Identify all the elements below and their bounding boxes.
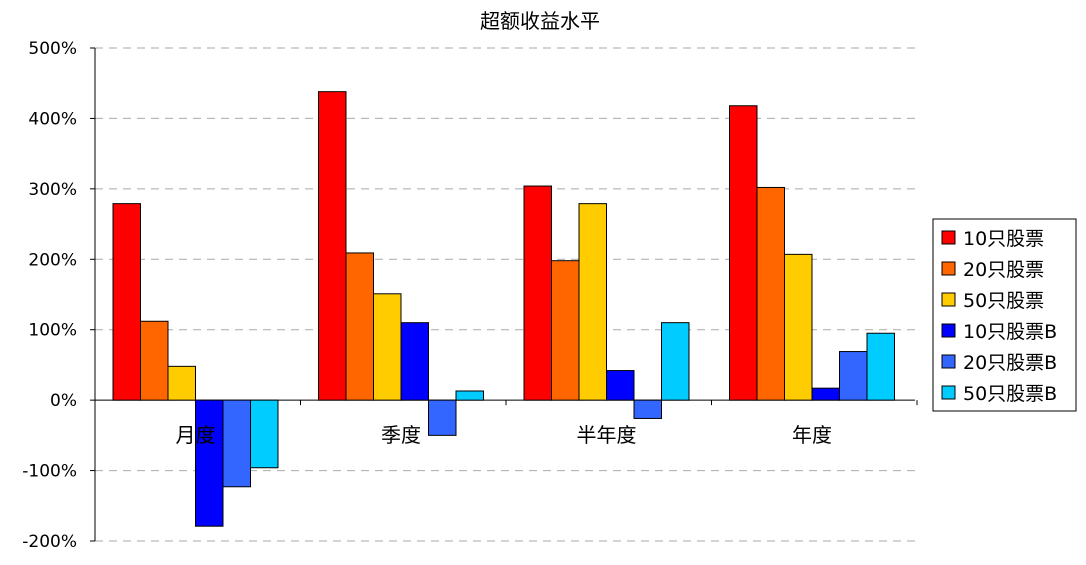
bar <box>112 203 141 401</box>
legend-swatch <box>941 230 956 245</box>
y-tick-label: 300% <box>28 180 77 200</box>
bar <box>250 399 279 469</box>
bar <box>551 260 580 401</box>
x-tick-label: 季度 <box>381 423 421 447</box>
bar <box>633 399 662 419</box>
bar <box>400 322 429 401</box>
legend-label: 20只股票 <box>963 259 1044 281</box>
bar <box>811 387 840 401</box>
x-tick-label: 月度 <box>176 423 216 447</box>
y-tick-label: 400% <box>28 109 77 129</box>
legend: 10只股票 20只股票 50只股票 10只股票B 20只股票B 50只股票B <box>932 218 1077 412</box>
bar <box>373 293 402 401</box>
bar <box>866 332 895 401</box>
y-tick-labels: 500% 400% 300% 200% 100% 0% -100% -200% <box>22 39 77 552</box>
legend-label: 10只股票B <box>963 321 1057 343</box>
legend-swatch <box>941 261 956 276</box>
gridlines <box>95 47 915 542</box>
bar <box>428 399 457 436</box>
bar <box>839 351 868 401</box>
bar <box>345 252 374 401</box>
legend-label: 20只股票B <box>963 352 1057 374</box>
bar <box>318 91 347 401</box>
x-tick-label: 半年度 <box>577 423 637 447</box>
legend-swatch <box>941 354 956 369</box>
bar <box>140 320 169 401</box>
x-tick-labels: 月度 季度 半年度 年度 <box>176 423 833 447</box>
legend-label: 50只股票 <box>963 290 1044 312</box>
y-tick-label: 500% <box>28 39 77 59</box>
y-tick-label: -200% <box>22 532 77 552</box>
legend-swatch <box>941 323 956 338</box>
bar <box>455 390 484 401</box>
legend-label: 10只股票 <box>963 228 1044 250</box>
bar <box>195 399 224 527</box>
bar <box>523 185 552 401</box>
chart-title: 超额收益水平 <box>480 9 600 33</box>
y-tick-label: -100% <box>22 462 77 482</box>
bar <box>578 203 607 401</box>
bar <box>756 186 785 401</box>
bar <box>606 370 635 401</box>
y-tick-label: 0% <box>50 391 77 411</box>
bar <box>729 105 758 401</box>
bar <box>222 399 251 488</box>
bar <box>661 322 690 401</box>
x-tick-label: 年度 <box>792 423 832 447</box>
bars <box>112 91 895 527</box>
y-tick-label: 100% <box>28 321 77 341</box>
legend-box <box>932 218 1077 412</box>
legend-swatch <box>941 385 956 400</box>
legend-swatch <box>941 292 956 307</box>
bar <box>784 253 813 401</box>
y-tick-label: 200% <box>28 250 77 270</box>
legend-label: 50只股票B <box>963 383 1057 405</box>
bar <box>167 365 196 401</box>
